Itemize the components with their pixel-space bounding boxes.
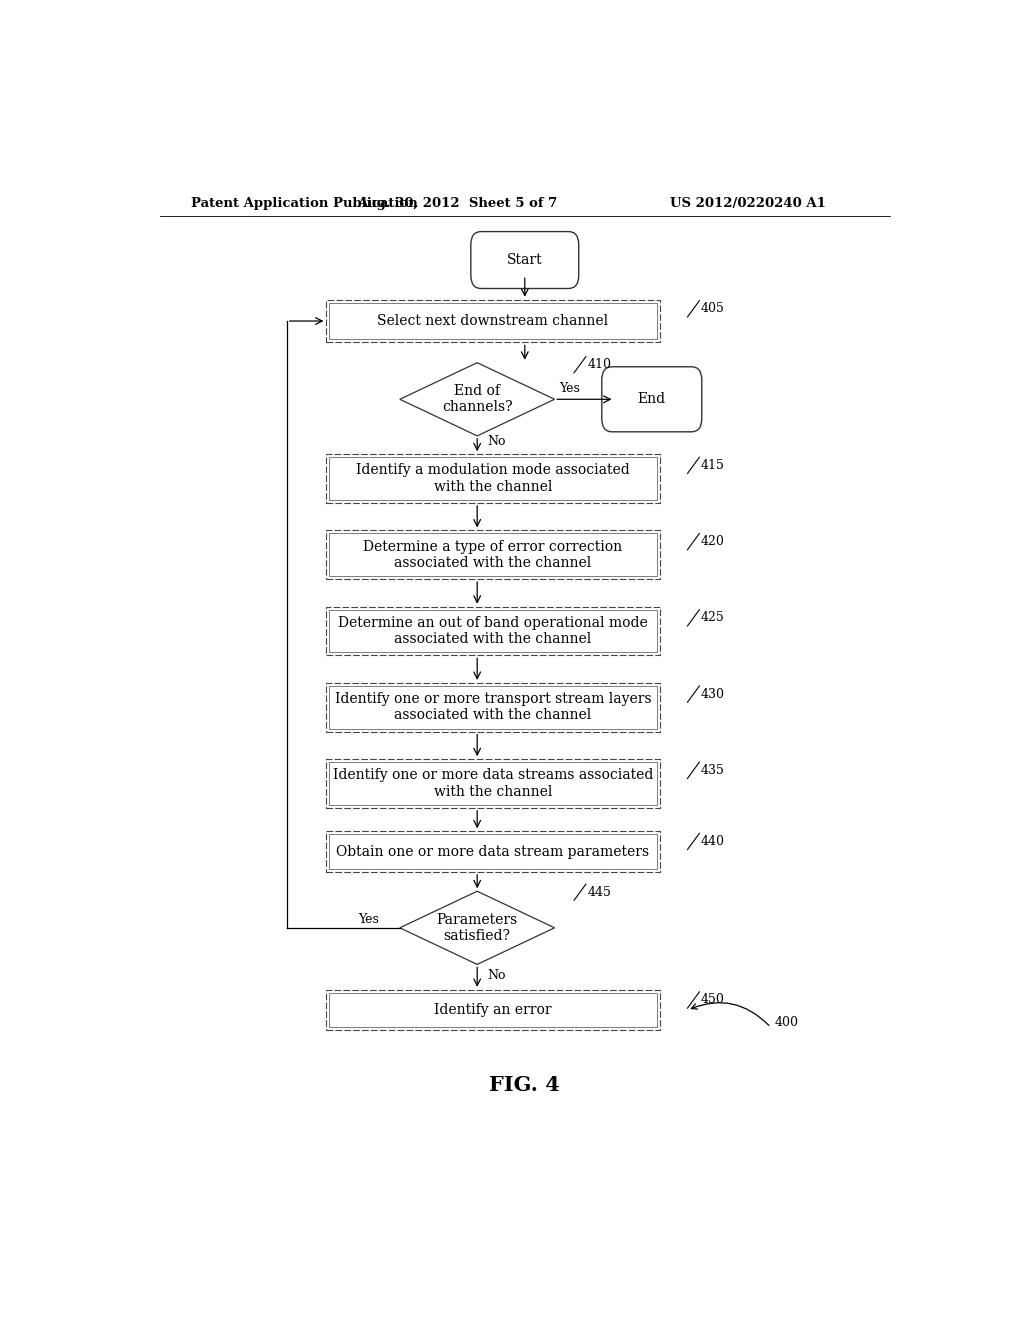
Text: Patent Application Publication: Patent Application Publication — [191, 197, 418, 210]
Text: Obtain one or more data stream parameters: Obtain one or more data stream parameter… — [337, 845, 649, 858]
Text: End of
channels?: End of channels? — [442, 384, 512, 414]
Bar — [327, 607, 659, 656]
Bar — [329, 834, 657, 869]
Text: 450: 450 — [701, 994, 725, 1006]
Polygon shape — [399, 891, 555, 965]
Text: Identify a modulation mode associated
with the channel: Identify a modulation mode associated wi… — [356, 463, 630, 494]
Text: Determine a type of error correction
associated with the channel: Determine a type of error correction ass… — [364, 540, 623, 570]
Bar — [327, 454, 659, 503]
Text: Yes: Yes — [559, 383, 580, 395]
Text: Determine an out of band operational mode
associated with the channel: Determine an out of band operational mod… — [338, 616, 648, 645]
Text: Identify an error: Identify an error — [434, 1003, 552, 1018]
Text: US 2012/0220240 A1: US 2012/0220240 A1 — [671, 197, 826, 210]
Bar — [329, 533, 657, 576]
Text: 435: 435 — [701, 764, 725, 776]
Bar — [329, 302, 657, 339]
Text: End: End — [638, 392, 666, 407]
Bar — [329, 457, 657, 500]
Bar — [329, 686, 657, 729]
Bar — [329, 993, 657, 1027]
Text: Identify one or more data streams associated
with the channel: Identify one or more data streams associ… — [333, 768, 653, 799]
Text: No: No — [487, 969, 506, 982]
Polygon shape — [399, 363, 555, 436]
Text: Aug. 30, 2012  Sheet 5 of 7: Aug. 30, 2012 Sheet 5 of 7 — [357, 197, 557, 210]
Text: 425: 425 — [701, 611, 725, 624]
FancyBboxPatch shape — [602, 367, 701, 432]
Text: 430: 430 — [701, 688, 725, 701]
Text: 400: 400 — [775, 1016, 799, 1028]
FancyBboxPatch shape — [471, 231, 579, 289]
Bar — [327, 759, 659, 808]
Text: 405: 405 — [701, 302, 725, 315]
Text: Select next downstream channel: Select next downstream channel — [378, 314, 608, 329]
Text: 410: 410 — [588, 358, 611, 371]
Text: Identify one or more transport stream layers
associated with the channel: Identify one or more transport stream la… — [335, 692, 651, 722]
Text: FIG. 4: FIG. 4 — [489, 1076, 560, 1096]
Text: No: No — [487, 436, 506, 447]
Text: 420: 420 — [701, 535, 725, 548]
Bar — [327, 300, 659, 342]
Text: 415: 415 — [701, 459, 725, 471]
Bar — [327, 531, 659, 579]
Bar — [329, 610, 657, 652]
Bar — [327, 682, 659, 731]
Bar — [327, 832, 659, 873]
Text: Parameters
satisfied?: Parameters satisfied? — [436, 912, 518, 942]
Text: 440: 440 — [701, 836, 725, 847]
Bar — [327, 990, 659, 1031]
Text: Yes: Yes — [358, 912, 379, 925]
Bar — [329, 762, 657, 805]
Text: 445: 445 — [588, 886, 611, 899]
Text: Start: Start — [507, 253, 543, 267]
